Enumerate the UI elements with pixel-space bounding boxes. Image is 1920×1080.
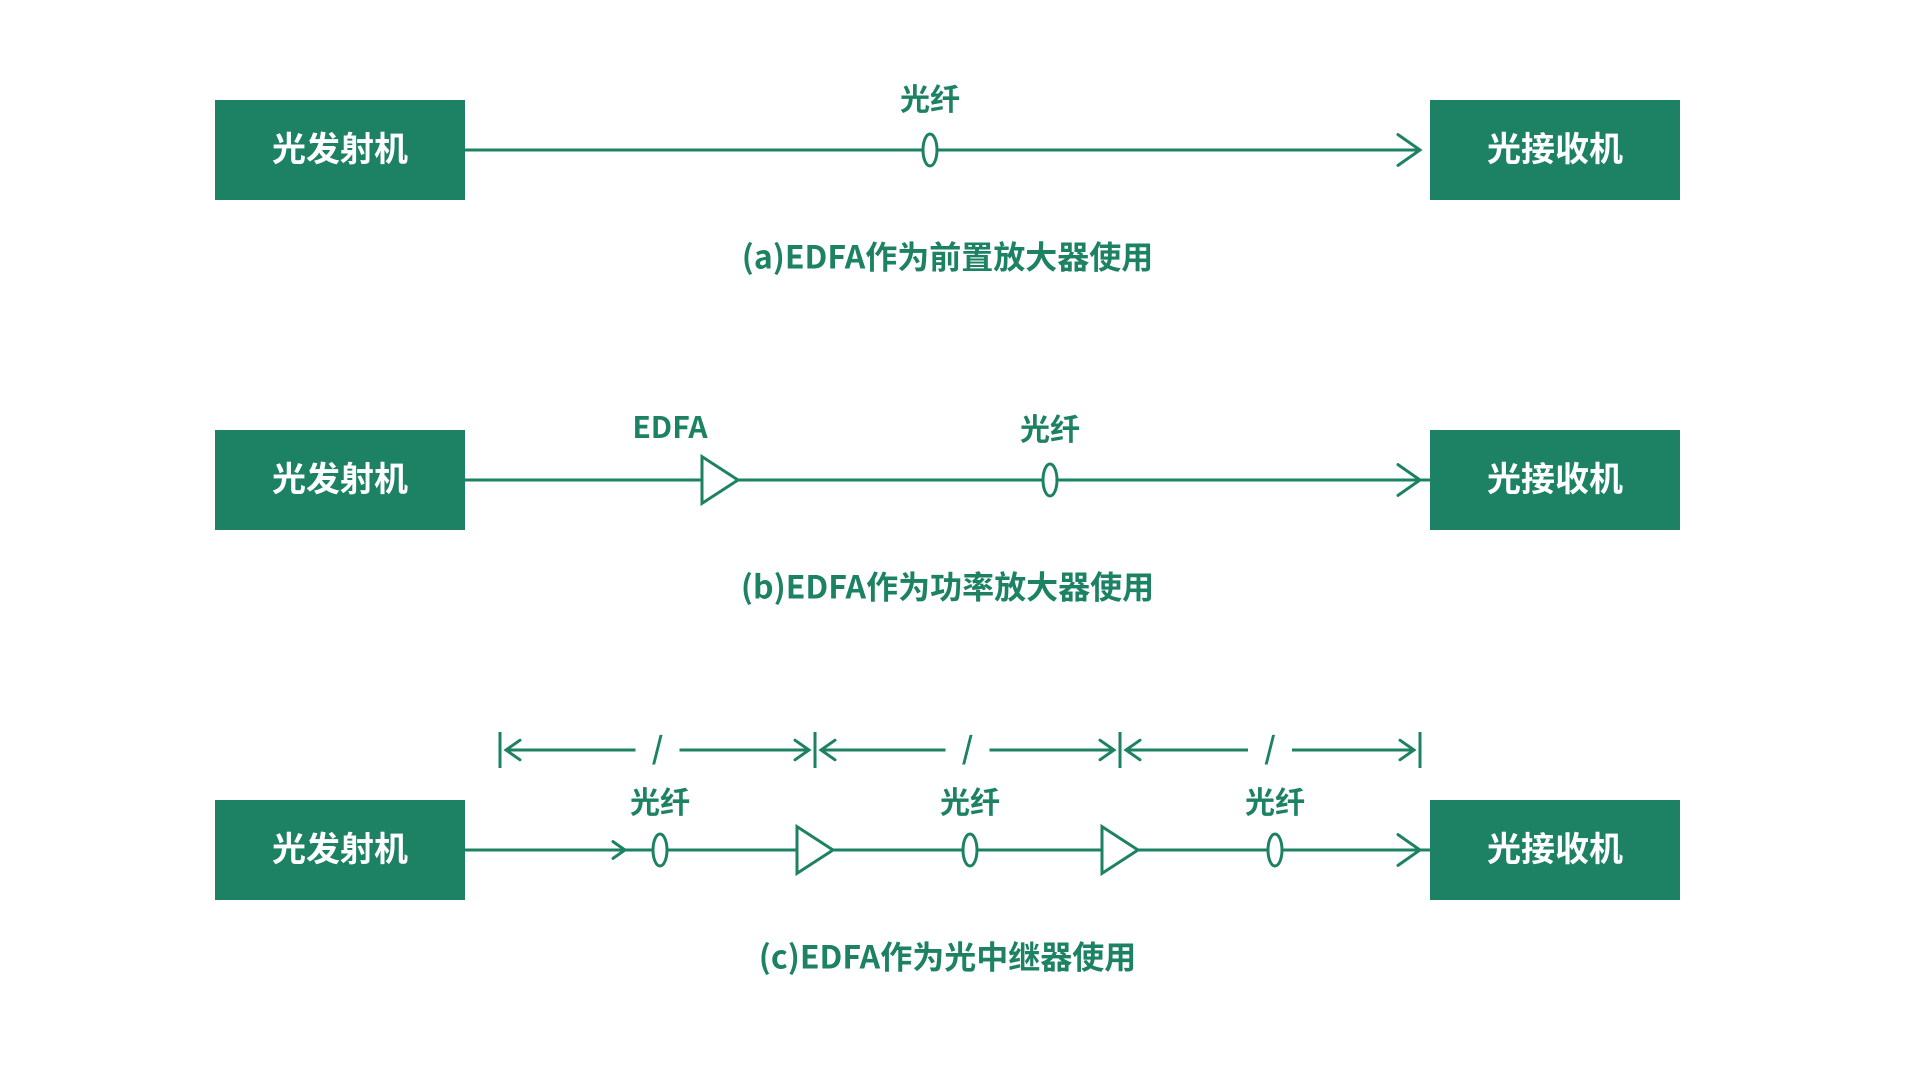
tx-box-a: 光发射机 xyxy=(215,100,465,200)
caption-a: (a)EDFA作为前置放大器使用 xyxy=(742,233,1153,279)
rx-box-c: 光接收机 xyxy=(1430,800,1680,900)
caption-b: (b)EDFA作为功率放大器使用 xyxy=(741,563,1154,609)
svg-text:光接收机: 光接收机 xyxy=(1487,822,1623,871)
diagram-b: EDFA 光纤 (b)EDFA作为功率放大器使用 xyxy=(465,403,1430,609)
fiber-label-a: 光纤 xyxy=(900,75,960,119)
svg-text:/: / xyxy=(652,724,664,768)
diagram-c: / / / 光纤 光纤 光纤 (c)EDFA作为光中继器使用 xyxy=(465,724,1430,979)
svg-text:光发射机: 光发射机 xyxy=(272,822,408,871)
svg-text:光发射机: 光发射机 xyxy=(272,122,408,171)
svg-text:光接收机: 光接收机 xyxy=(1487,122,1623,171)
tx-box-b: 光发射机 xyxy=(215,430,465,530)
caption-c: (c)EDFA作为光中继器使用 xyxy=(759,933,1136,979)
edfa-label-b: EDFA xyxy=(632,403,708,447)
svg-text:/: / xyxy=(1264,724,1276,768)
rx-box-b: 光接收机 xyxy=(1430,430,1680,530)
diagram-a: 光纤 (a)EDFA作为前置放大器使用 xyxy=(465,75,1420,279)
diagram-canvas: 光纤(a)EDFA作为前置放大器使用光发射机光接收机EDFA光纤(b)EDFA作… xyxy=(0,0,1920,1080)
fiber-label-b: 光纤 xyxy=(1020,405,1080,449)
svg-text:光接收机: 光接收机 xyxy=(1487,452,1623,501)
tx-box-c: 光发射机 xyxy=(215,800,465,900)
rx-box-a: 光接收机 xyxy=(1430,100,1680,200)
svg-text:光发射机: 光发射机 xyxy=(272,452,408,501)
fiber-label-c-0: 光纤 xyxy=(630,778,690,822)
svg-text:/: / xyxy=(962,724,974,768)
fiber-label-c-1: 光纤 xyxy=(940,778,1000,822)
fiber-label-c-2: 光纤 xyxy=(1245,778,1305,822)
